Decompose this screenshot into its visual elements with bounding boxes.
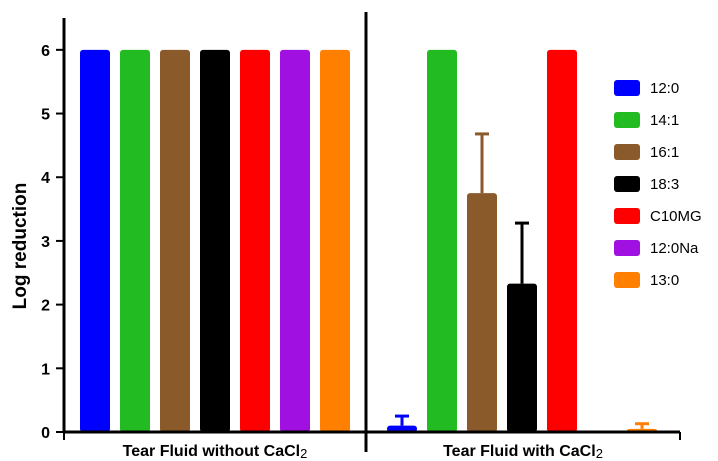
legend-label: 13:0 [650, 272, 679, 289]
legend-swatch [614, 144, 640, 160]
bar-18-3-g1 [200, 49, 230, 432]
bar-16-1-g2 [467, 193, 497, 432]
legend-swatch [614, 80, 640, 96]
bar-12-0na-g1 [280, 49, 310, 432]
bar-12-0-g2 [387, 425, 417, 432]
legend-label: 12:0Na [650, 240, 699, 257]
y-tick-label: 0 [41, 425, 50, 442]
legend-label: 14:1 [650, 112, 679, 129]
legend-label: 18:3 [650, 176, 679, 193]
axes-layer: 0 1 2 3 4 5 6 Tear Fluid without CaCl2 Tear Flui… [41, 12, 681, 461]
group-label-2: Tear Fluid with CaCl2 [443, 443, 603, 461]
legend-label: 12:0 [650, 80, 679, 97]
y-axis-title: Log reduction [10, 183, 31, 310]
bar-14-1-g1 [120, 49, 150, 432]
bars-layer [80, 49, 657, 432]
legend-swatch [614, 272, 640, 288]
legend-swatch [614, 208, 640, 224]
bar-14-1-g2 [427, 49, 457, 432]
legend-swatch [614, 112, 640, 128]
bar-c10mg-g1 [240, 49, 270, 432]
y-tick-label: 5 [41, 107, 50, 124]
bar-12-0-g1 [80, 49, 110, 432]
legend-label: C10MG [650, 208, 702, 225]
legend-swatch [614, 176, 640, 192]
y-tick-label: 2 [41, 298, 50, 315]
bar-18-3-g2 [507, 283, 537, 432]
bar-13-0-g1 [320, 49, 350, 432]
bar-c10mg-g2 [547, 49, 577, 432]
y-tick-label: 3 [41, 234, 50, 251]
legend: 12:0 14:1 16:1 18:3 C10MG 12:0Na 13:0 [614, 80, 702, 289]
y-tick-label: 1 [41, 361, 50, 378]
legend-label: 16:1 [650, 144, 679, 161]
y-tick-label: 6 [41, 43, 50, 60]
y-tick-label: 4 [41, 170, 50, 187]
legend-swatch [614, 240, 640, 256]
bar-16-1-g1 [160, 49, 190, 432]
group-label-1: Tear Fluid without CaCl2 [123, 443, 308, 461]
